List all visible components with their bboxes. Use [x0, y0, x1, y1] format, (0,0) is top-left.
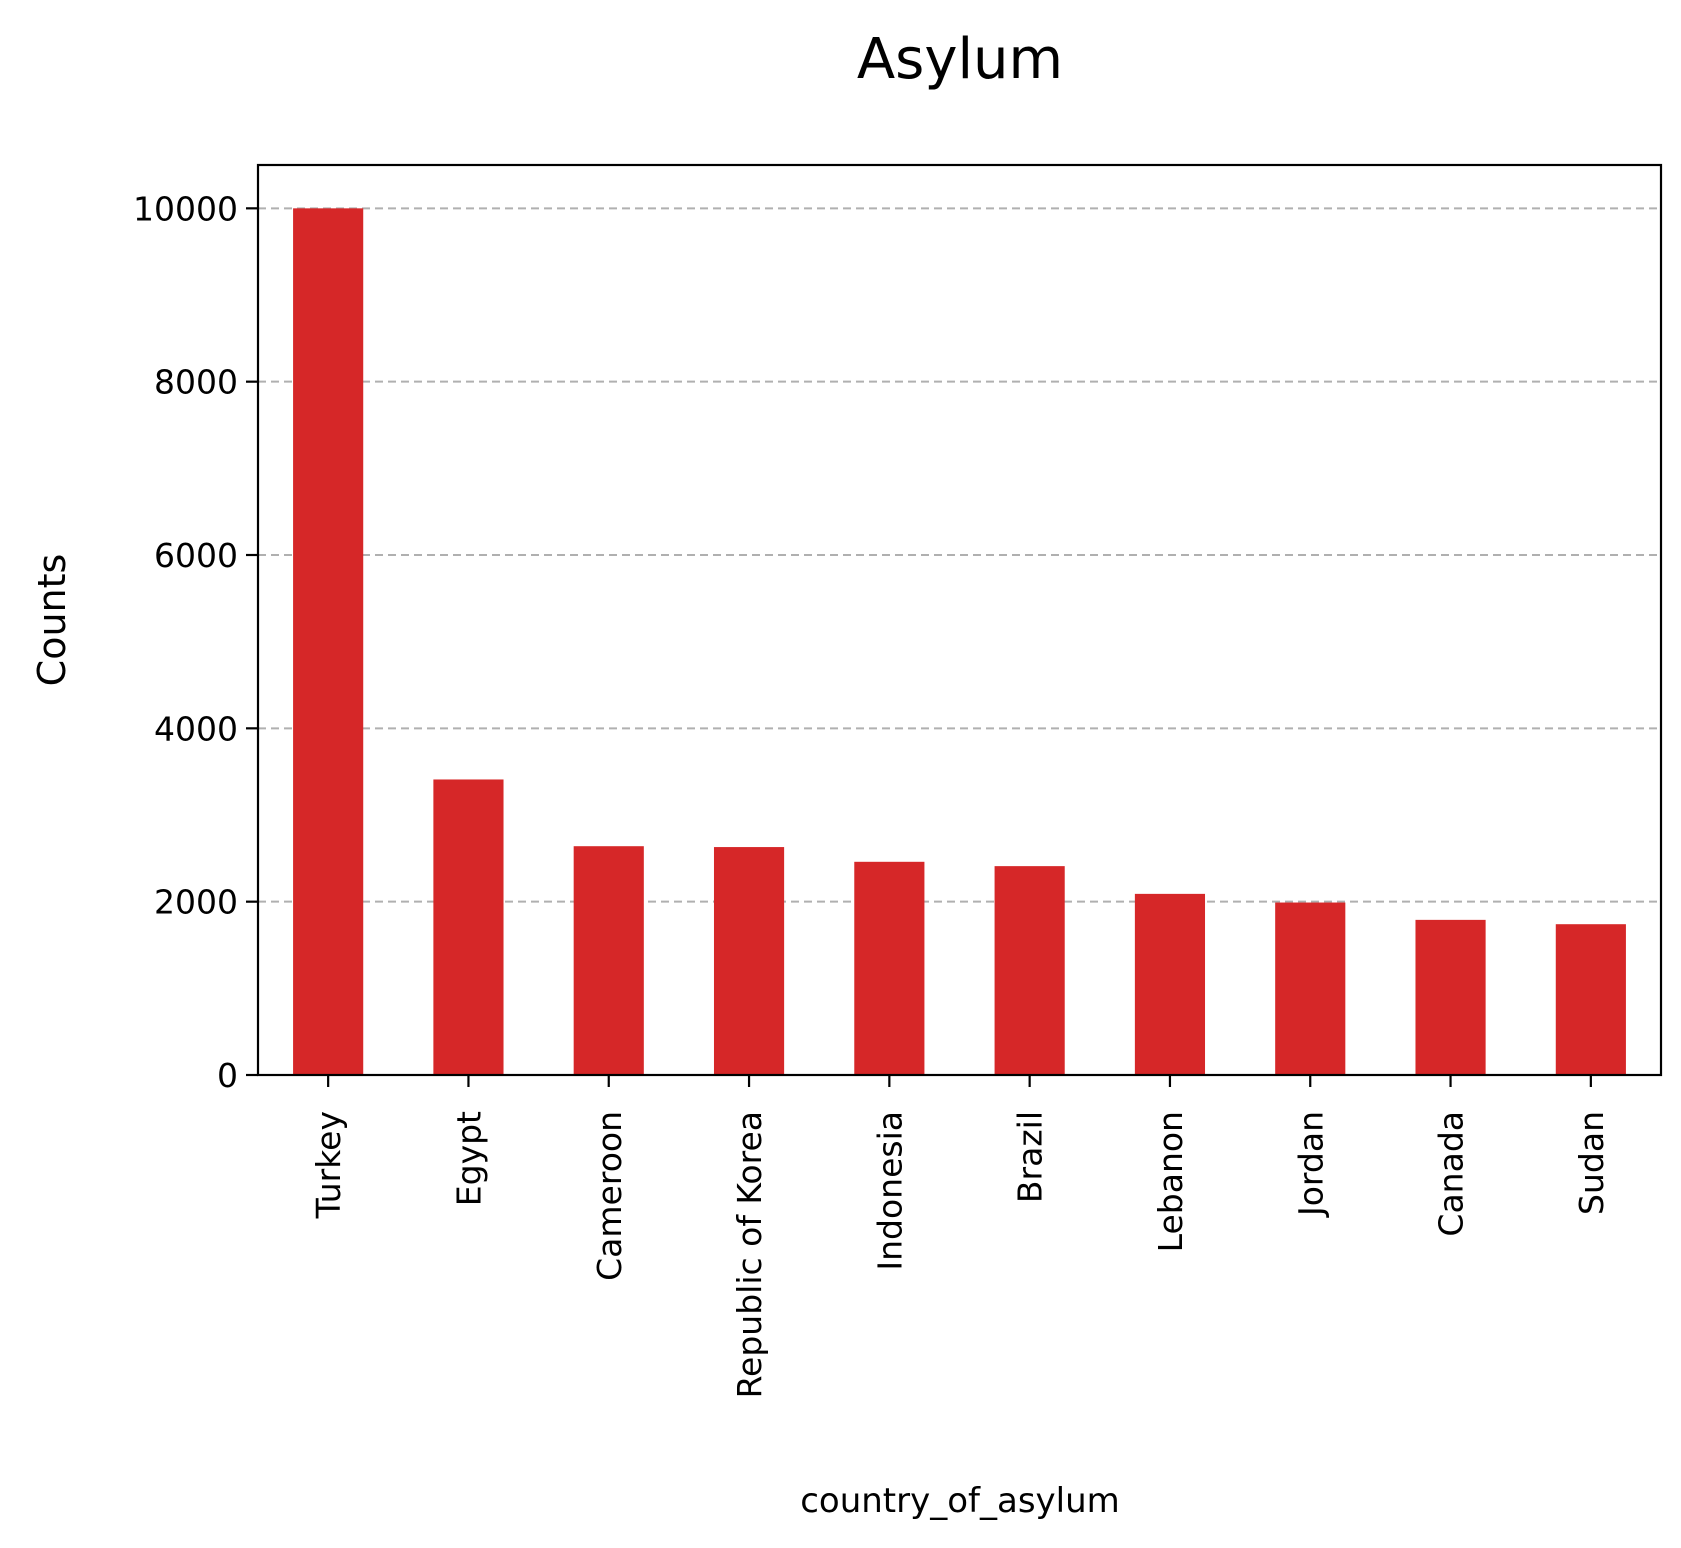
x-tick-label: Lebanon — [1151, 1111, 1190, 1252]
bar — [713, 847, 785, 1075]
bar — [573, 846, 644, 1075]
bar — [994, 866, 1065, 1075]
bar — [1134, 893, 1206, 1075]
bar — [854, 861, 925, 1075]
x-axis-ticks: Turkey Egypt Cameroon Republic of Korea Indo… — [309, 1075, 1611, 1398]
x-tick-label: Canada — [1432, 1111, 1471, 1237]
bar — [433, 779, 504, 1075]
x-tick-label: Indonesia — [870, 1111, 909, 1271]
x-tick-label: Sudan — [1572, 1111, 1611, 1215]
y-tick-label: 2000 — [154, 883, 238, 922]
bars — [293, 208, 1626, 1076]
y-tick-label: 0 — [217, 1056, 238, 1095]
chart-title: Asylum — [857, 27, 1063, 92]
y-tick-label: 4000 — [154, 709, 238, 748]
bar — [1275, 902, 1346, 1075]
bar — [1415, 919, 1486, 1075]
x-tick-label: Jordan — [1291, 1111, 1330, 1218]
plot-frame — [256, 163, 1663, 1077]
x-tick-label: Egypt — [449, 1111, 488, 1206]
y-tick-label: 10000 — [133, 189, 238, 228]
x-tick-label: Brazil — [1011, 1111, 1050, 1203]
bar — [1555, 924, 1626, 1075]
y-axis-label: Counts — [30, 554, 74, 687]
x-tick-label: Republic of Korea — [730, 1111, 769, 1398]
x-tick-label: Turkey — [309, 1111, 348, 1219]
x-axis-label: country_of_asylum — [800, 1481, 1120, 1521]
bar — [293, 208, 364, 1076]
x-tick-label: Cameroon — [590, 1111, 629, 1281]
y-tick-label: 8000 — [154, 363, 238, 402]
y-tick-label: 6000 — [154, 536, 238, 575]
y-axis-ticks: 0 2000 4000 6000 8000 10000 — [133, 189, 258, 1095]
